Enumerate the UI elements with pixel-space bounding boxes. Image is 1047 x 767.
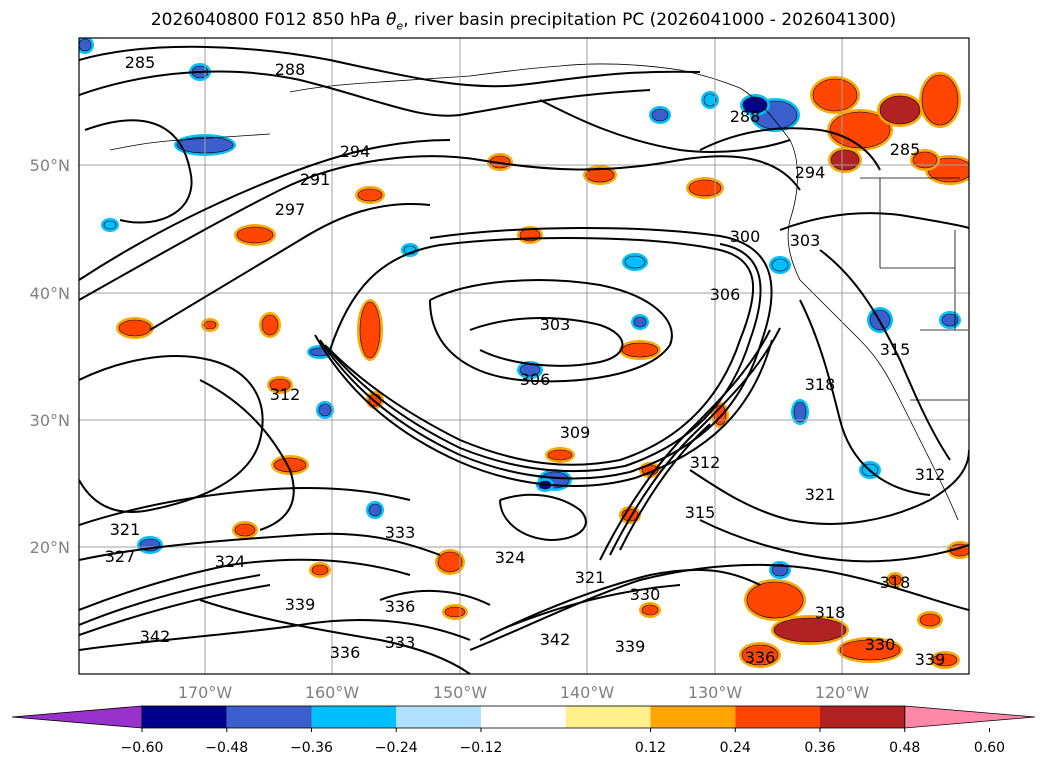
colorbar [11,705,1036,729]
contour-label: 324 [215,552,246,571]
contour-label: 288 [275,60,306,79]
latitude-tick-label: 40°N [30,284,70,303]
contour-label: 333 [385,633,416,652]
contour-label: 336 [385,597,416,616]
figure-title: 2026040800 F012 850 hPa θe, river basin … [150,10,897,33]
contour-label: 312 [915,465,946,484]
contour-label: 315 [880,340,911,359]
latitude-tick-label: 20°N [30,538,70,557]
contour-label: 291 [300,170,331,189]
contour-label: 285 [890,140,921,159]
coastline [109,63,968,521]
contour-label: 303 [540,315,571,334]
contour-label: 306 [520,370,551,389]
contour-label: 285 [125,53,156,72]
colorbar-segment [565,706,651,728]
contour-label: 342 [540,630,571,649]
colorbar-segment [650,706,736,728]
colorbar-tick-label: −0.36 [290,740,333,756]
contour-label: 312 [270,385,301,404]
longitude-tick-label: 160°W [305,683,360,702]
contour-label: 294 [795,163,826,182]
contour-label: 336 [330,643,361,662]
contour-label: 321 [805,485,836,504]
colorbar-tick-label: −0.60 [121,740,164,756]
colorbar-tick-label: 0.48 [889,740,920,756]
longitude-tick-label: 170°W [178,683,233,702]
colorbar-tick-label: −0.48 [205,740,248,756]
contour-label: 312 [690,453,721,472]
colorbar-segment [142,706,227,728]
colorbar-extend-low [11,705,143,729]
contour-label: 318 [880,573,911,592]
colorbar-tick-label: −0.12 [460,740,503,756]
colorbar-tick-label: −0.24 [375,740,418,756]
precipitation-patches [79,38,969,669]
contour-label: 294 [340,142,371,161]
contour-label: 300 [730,227,761,246]
colorbar-tick-label: 0.60 [974,740,1005,756]
map-frame [78,37,970,675]
latitude-tick-label: 50°N [30,156,70,175]
contour-label: 288 [730,107,761,126]
contour-label: 330 [865,635,896,654]
colorbar-segment [820,706,905,728]
colorbar-tick-labels: −0.60 −0.48 −0.36 −0.24 −0.12 0.12 0.24 0.36 0.4… [121,728,1005,756]
contour-label: 321 [575,568,606,587]
contour-label: 339 [915,650,946,669]
contour-label: 342 [140,627,171,646]
longitude-tick-labels: 170°W 160°W 150°W 140°W 130°W 120°W [178,683,870,702]
contour-label: 306 [710,285,741,304]
latitude-tick-label: 30°N [30,411,70,430]
contour-label: 336 [745,648,776,667]
contour-label: 321 [110,520,141,539]
contour-label: 303 [790,231,821,250]
longitude-tick-label: 150°W [433,683,488,702]
contour-labels: 285 288 291 294 297 300 303 303 306 306 309 312 312 3… [105,53,946,669]
contour-label: 330 [630,585,661,604]
longitude-tick-label: 140°W [560,683,615,702]
longitude-tick-label: 120°W [815,683,870,702]
colorbar-segment [396,706,481,728]
contour-label: 339 [615,637,646,656]
latitude-tick-labels: 50°N 40°N 30°N 20°N [30,156,70,557]
colorbar-segment [481,706,566,728]
colorbar-segment [311,706,397,728]
longitude-tick-label: 130°W [688,683,743,702]
colorbar-segment [226,706,312,728]
colorbar-extend-high [904,705,1036,729]
contour-label: 324 [495,548,526,567]
colorbar-tick-label: 0.36 [804,740,835,756]
contour-label: 333 [385,523,416,542]
contour-label: 318 [805,375,836,394]
contour-label: 297 [275,200,306,219]
contour-label: 309 [560,423,591,442]
contour-label: 318 [815,603,846,622]
contour-label: 327 [105,547,136,566]
contour-label: 339 [285,595,316,614]
contour-label: 315 [685,503,716,522]
colorbar-segment [735,706,820,728]
theta-e-contours [79,45,969,674]
colorbar-tick-label: 0.24 [720,740,751,756]
colorbar-tick-label: 0.12 [635,740,666,756]
